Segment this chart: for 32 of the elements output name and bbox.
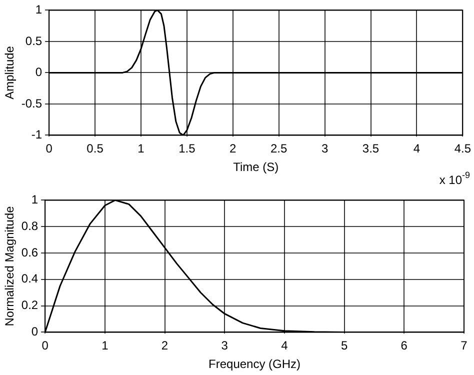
x-tick-label: 0 xyxy=(46,142,53,156)
y-tick-label: 1 xyxy=(35,2,42,17)
x-tick-label: 4 xyxy=(281,338,288,353)
x-tick-label: 0.5 xyxy=(86,142,104,156)
y-tick-label: 0.8 xyxy=(21,218,38,233)
x-axis-title: Frequency (GHz) xyxy=(208,357,301,372)
x-tick-label: 2.5 xyxy=(270,142,288,156)
x-tick-label: 2 xyxy=(230,142,237,156)
x-tick-label: 6 xyxy=(400,338,408,353)
y-tick-label: 0 xyxy=(31,324,38,339)
x-tick-label: 4.5 xyxy=(454,142,472,156)
y-tick-label: 1 xyxy=(31,192,38,207)
y-tick-label: 0.4 xyxy=(21,272,38,286)
y-tick-label: -0.5 xyxy=(21,96,42,110)
x-tick-label: 5 xyxy=(340,338,348,353)
x-tick-label: 3 xyxy=(221,338,228,353)
x-tick-label: 4 xyxy=(413,142,420,156)
x-tick-label: 3.5 xyxy=(362,142,380,156)
x-tick-label: 2 xyxy=(161,338,168,353)
y-tick-label: -1 xyxy=(31,128,42,142)
y-tick-label: 0.2 xyxy=(21,298,38,312)
y-tick-label: 0.5 xyxy=(25,34,42,48)
y-axis-title: Amplitude xyxy=(2,46,17,100)
y-tick-label: 0.6 xyxy=(21,245,38,260)
x-tick-label: 7 xyxy=(460,338,468,353)
x-tick-label: 1 xyxy=(102,338,109,353)
x-axis-title: Time (S) xyxy=(233,160,279,174)
x-tick-label: 1 xyxy=(138,142,145,156)
x-tick-label: 3 xyxy=(321,142,328,156)
x-tick-label: 1.5 xyxy=(178,142,196,156)
y-axis-title: Normalized Magnitude xyxy=(2,206,17,326)
y-tick-label: 0 xyxy=(35,65,42,80)
